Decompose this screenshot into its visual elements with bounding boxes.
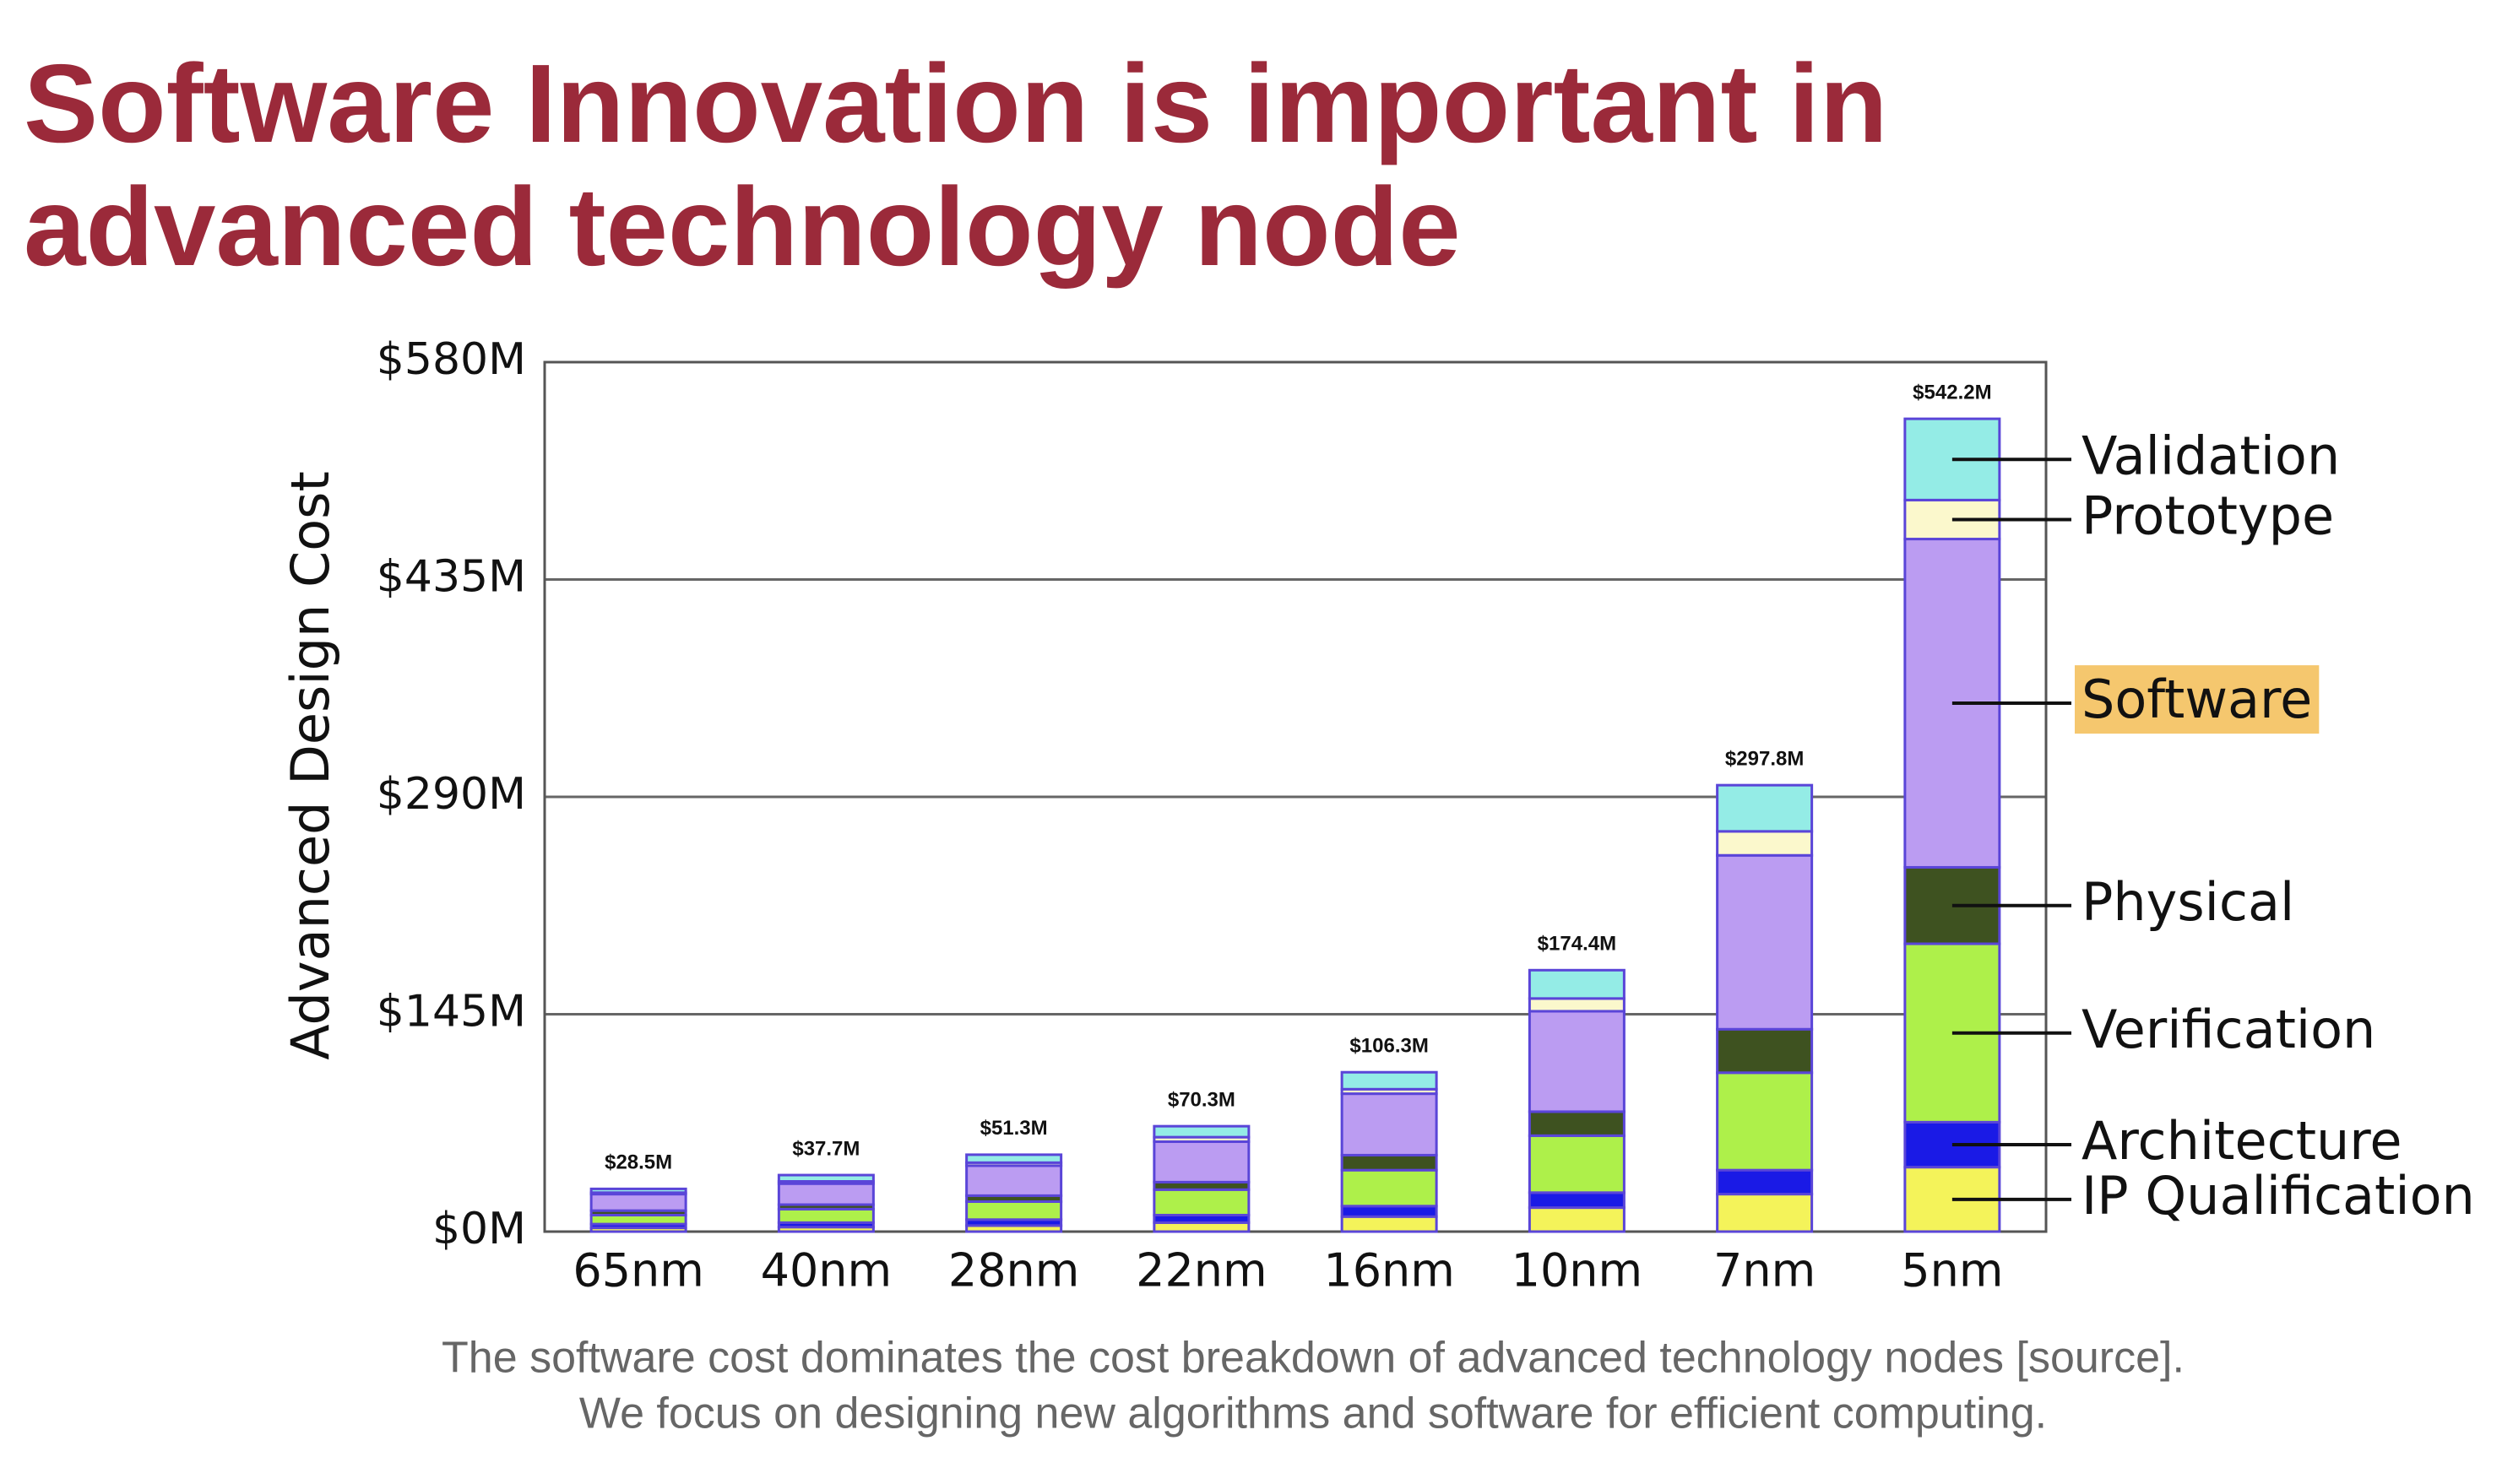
- y-tick-label: $435M: [377, 552, 526, 603]
- total-label: $542.2M: [1913, 381, 1991, 403]
- total-label: $51.3M: [980, 1117, 1048, 1140]
- x-tick-label: 65nm: [573, 1244, 704, 1297]
- bar-segment: [1716, 783, 1814, 833]
- x-tick-label: 7nm: [1713, 1244, 1816, 1297]
- legend-label: Software: [2082, 669, 2312, 730]
- legend-highlight: [2075, 665, 2320, 734]
- total-label: $70.3M: [1168, 1089, 1235, 1112]
- legend-label: Physical: [2082, 871, 2294, 933]
- bar-segment: [1528, 1110, 1626, 1137]
- legend-label: Verification: [2082, 999, 2375, 1060]
- bar-segment: [1340, 1215, 1438, 1233]
- bar-segment: [1716, 1193, 1814, 1233]
- y-axis-label: Advanced Design Cost: [280, 471, 341, 1060]
- bar-segment: [965, 1153, 1063, 1164]
- bar-segment: [777, 1182, 875, 1206]
- legend-label: Prototype: [2082, 485, 2334, 547]
- bar-segment: [1528, 1134, 1626, 1194]
- x-tick-label: 28nm: [948, 1244, 1080, 1297]
- bar-segment: [1716, 830, 1814, 857]
- plot-frame: [543, 360, 2048, 1233]
- legend-label: Architecture: [2082, 1110, 2402, 1172]
- total-label: $106.3M: [1349, 1035, 1428, 1058]
- title-line: advanced technology node: [24, 165, 1461, 289]
- bar-segment: [1340, 1168, 1438, 1208]
- x-tick-label: 5nm: [1901, 1244, 2003, 1297]
- legend-label: IP Qualification: [2082, 1165, 2475, 1227]
- y-tick-label: $290M: [377, 769, 526, 820]
- bar-segment: [1716, 1027, 1814, 1075]
- bar-segment: [1528, 1206, 1626, 1233]
- bar-segment: [1153, 1188, 1251, 1216]
- y-tick-label: $580M: [377, 334, 526, 385]
- bar-segment: [1528, 1191, 1626, 1210]
- y-tick-label: $0M: [432, 1204, 526, 1254]
- bar-segment: [1528, 968, 1626, 1000]
- x-tick-label: 22nm: [1136, 1244, 1267, 1297]
- bar-segment: [1716, 853, 1814, 1031]
- bar-segment: [1716, 1168, 1814, 1196]
- total-label: $174.4M: [1538, 933, 1616, 956]
- bar-segment: [1340, 1153, 1438, 1172]
- bar-segment: [1340, 1070, 1438, 1091]
- x-tick-label: 40nm: [761, 1244, 893, 1297]
- bar-segment: [589, 1187, 687, 1194]
- caption: The software cost dominates the cost bre…: [442, 1334, 2185, 1383]
- bar-segment: [1528, 997, 1626, 1013]
- legend-label: Validation: [2082, 425, 2340, 486]
- total-label: $37.7M: [792, 1137, 860, 1160]
- bar-segment: [1716, 1071, 1814, 1172]
- bar-segment: [589, 1193, 687, 1212]
- y-tick-label: $145M: [377, 987, 526, 1037]
- x-tick-label: 16nm: [1323, 1244, 1455, 1297]
- bar-segment: [965, 1200, 1063, 1221]
- bar-segment: [1153, 1221, 1251, 1233]
- bar-segment: [1153, 1140, 1251, 1183]
- title-line: Software Innovation is important in: [24, 41, 1887, 165]
- bar-segment: [1153, 1124, 1251, 1139]
- bar-segment: [965, 1164, 1063, 1197]
- bar-segment: [777, 1173, 875, 1183]
- x-tick-label: 10nm: [1512, 1244, 1643, 1297]
- caption: We focus on designing new algorithms and…: [579, 1389, 2047, 1438]
- bar-segment: [1340, 1092, 1438, 1156]
- bar-segment: [1528, 1010, 1626, 1113]
- total-label: $28.5M: [605, 1151, 672, 1174]
- bar-segment: [589, 1213, 687, 1226]
- total-label: $297.8M: [1725, 747, 1804, 770]
- bar-segment: [777, 1207, 875, 1224]
- bar-segment: [1340, 1205, 1438, 1218]
